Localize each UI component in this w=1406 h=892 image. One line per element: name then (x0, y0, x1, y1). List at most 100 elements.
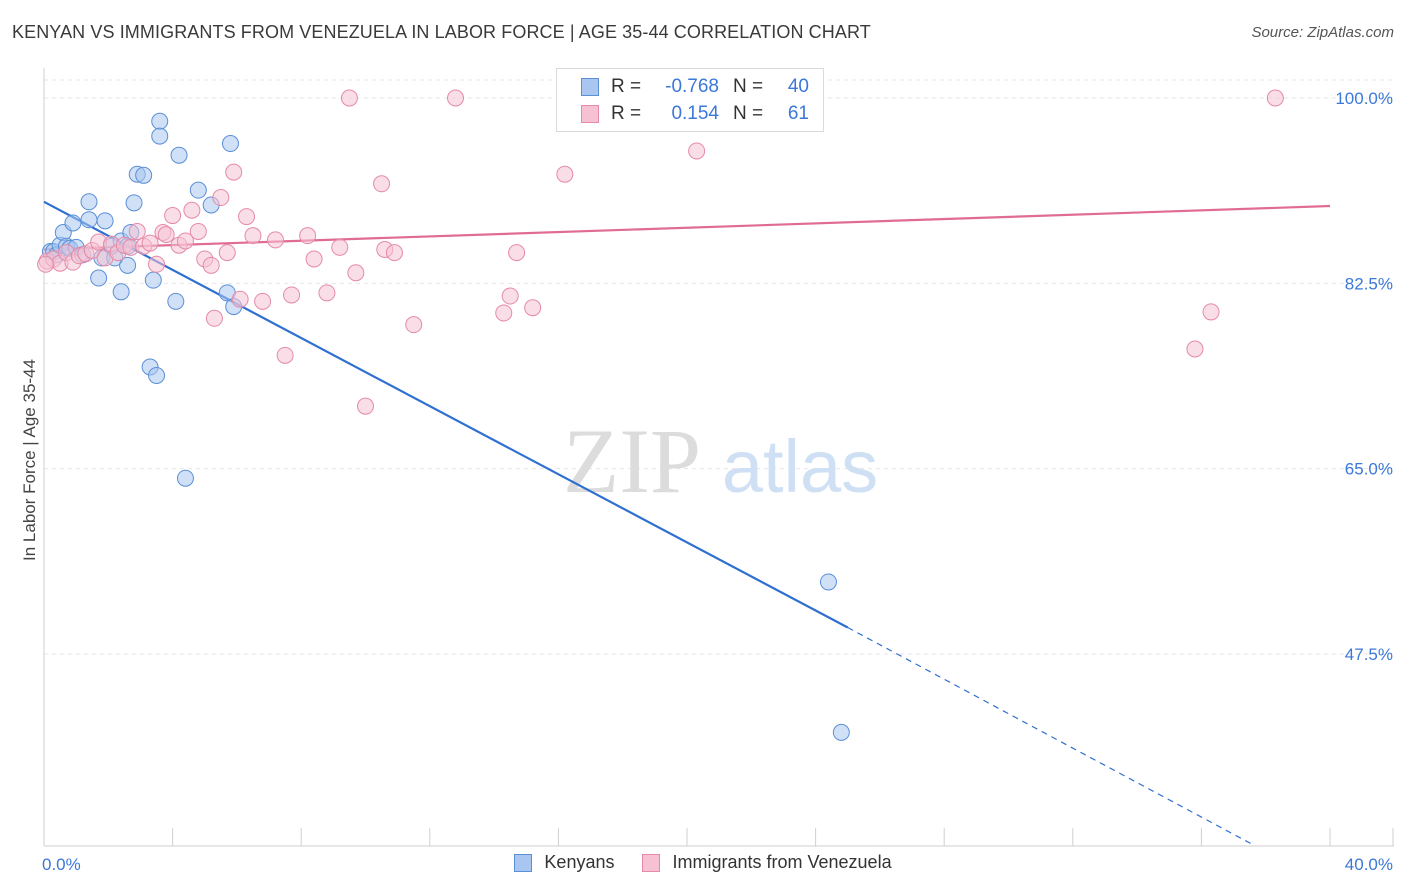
kenyans-point (96, 212, 114, 230)
watermark-zip: ZIP (563, 410, 701, 512)
legend-label-venezuela: Immigrants from Venezuela (672, 852, 892, 872)
axes (43, 68, 1394, 847)
venezuela-point (141, 234, 159, 252)
venezuela-point (347, 264, 365, 282)
venezuela-point (183, 201, 201, 219)
legend-r-label: R = (611, 103, 642, 124)
venezuela-point (501, 287, 519, 305)
legend-swatch-kenyans (581, 78, 599, 96)
venezuela-point (447, 89, 465, 107)
legend-r-value: -0.768 (665, 76, 719, 97)
venezuela-point (276, 346, 294, 364)
data-points (37, 89, 1284, 741)
venezuela-point (238, 208, 256, 226)
y-tick-label: 47.5% (1345, 645, 1393, 664)
x-tick-label: 40.0% (1345, 855, 1393, 874)
chart-title: KENYAN VS IMMIGRANTS FROM VENEZUELA IN L… (12, 22, 871, 42)
kenyans-point (819, 573, 837, 591)
kenyans-point (80, 193, 98, 211)
venezuela-trend-line (43, 204, 1331, 251)
kenyans-trend-line (43, 200, 849, 629)
venezuela-point (283, 286, 301, 304)
legend-swatch-venezuela (581, 105, 599, 123)
venezuela-point (385, 244, 403, 262)
venezuela-point (164, 207, 182, 225)
venezuela-point (495, 304, 513, 322)
series-legend: Kenyans Immigrants from Venezuela (0, 852, 1406, 873)
y-tick-label: 65.0% (1345, 460, 1393, 479)
kenyans-point (80, 211, 98, 229)
legend-r-value: 0.154 (671, 103, 719, 124)
kenyans-point (170, 146, 188, 164)
legend-row-venezuela: R = 0.154 N = 61 (557, 101, 809, 127)
venezuela-point (231, 290, 249, 308)
venezuela-point (1186, 340, 1204, 358)
venezuela-point (508, 244, 526, 262)
venezuela-point (331, 238, 349, 256)
kenyans-point (112, 283, 130, 301)
legend-swatch-venezuela (642, 853, 661, 872)
kenyans-point (135, 166, 153, 184)
venezuela-point (157, 226, 175, 244)
venezuela-point (318, 284, 336, 302)
venezuela-point (524, 299, 542, 317)
venezuela-point (205, 309, 223, 327)
venezuela-point (212, 189, 230, 207)
venezuela-point (340, 89, 358, 107)
y-tick-label: 82.5% (1345, 274, 1393, 293)
kenyans-point (167, 292, 185, 310)
kenyans-point (148, 366, 166, 384)
legend-n-label: N = (733, 76, 764, 97)
watermark-atlas: atlas (722, 425, 878, 508)
venezuela-point (1202, 303, 1220, 321)
legend-item-kenyans[interactable]: Kenyans (514, 852, 614, 873)
venezuela-point (1266, 89, 1284, 107)
x-tick-label: 0.0% (42, 855, 81, 874)
venezuela-point (37, 255, 55, 273)
legend-n-label: N = (733, 103, 764, 124)
venezuela-point (556, 165, 574, 183)
legend-item-venezuela[interactable]: Immigrants from Venezuela (642, 852, 892, 873)
source-label: Source: ZipAtlas.com (1251, 24, 1394, 41)
legend-swatch-kenyans (514, 853, 533, 872)
legend-row-kenyans: R = -0.768 N = 40 (557, 74, 809, 100)
kenyans-point (151, 112, 169, 130)
venezuela-point (305, 250, 323, 268)
kenyans-point (189, 181, 207, 199)
venezuela-point (218, 244, 236, 262)
venezuela-point (225, 163, 243, 181)
venezuela-point (373, 175, 391, 193)
kenyans-point (221, 135, 239, 153)
venezuela-point (128, 222, 146, 240)
legend-n-value: 61 (787, 103, 809, 124)
venezuela-point (405, 316, 423, 334)
venezuela-point (254, 292, 272, 310)
kenyans-point (119, 256, 137, 274)
grid-lines (44, 79, 1394, 655)
kenyans-point (125, 194, 143, 212)
kenyans-point (64, 214, 82, 232)
venezuela-point (299, 227, 317, 245)
tick-labels: 100.0% 82.5% 65.0% 47.5% 0.0% 40.0% (42, 89, 1393, 874)
kenyans-point (144, 271, 162, 289)
kenyans-trend-extension (847, 626, 1254, 846)
watermark: ZIP atlas (563, 410, 878, 512)
venezuela-point (189, 222, 207, 240)
kenyans-point (90, 269, 108, 287)
kenyans-point (151, 127, 169, 145)
legend-r-label: R = (611, 76, 642, 97)
legend-n-value: 40 (787, 76, 809, 97)
venezuela-point (148, 255, 166, 273)
venezuela-point (202, 256, 220, 274)
y-tick-label: 100.0% (1335, 89, 1393, 108)
kenyans-point (176, 469, 194, 487)
venezuela-point (244, 227, 262, 245)
y-axis-label: In Labor Force | Age 35-44 (20, 359, 39, 561)
venezuela-point (176, 232, 194, 250)
venezuela-point (357, 397, 374, 415)
venezuela-point (266, 231, 284, 249)
legend-label-kenyans: Kenyans (544, 852, 615, 872)
venezuela-point (688, 142, 706, 160)
stats-legend: R = -0.768 N = 40 R = 0.154 N = 61 (556, 68, 824, 132)
